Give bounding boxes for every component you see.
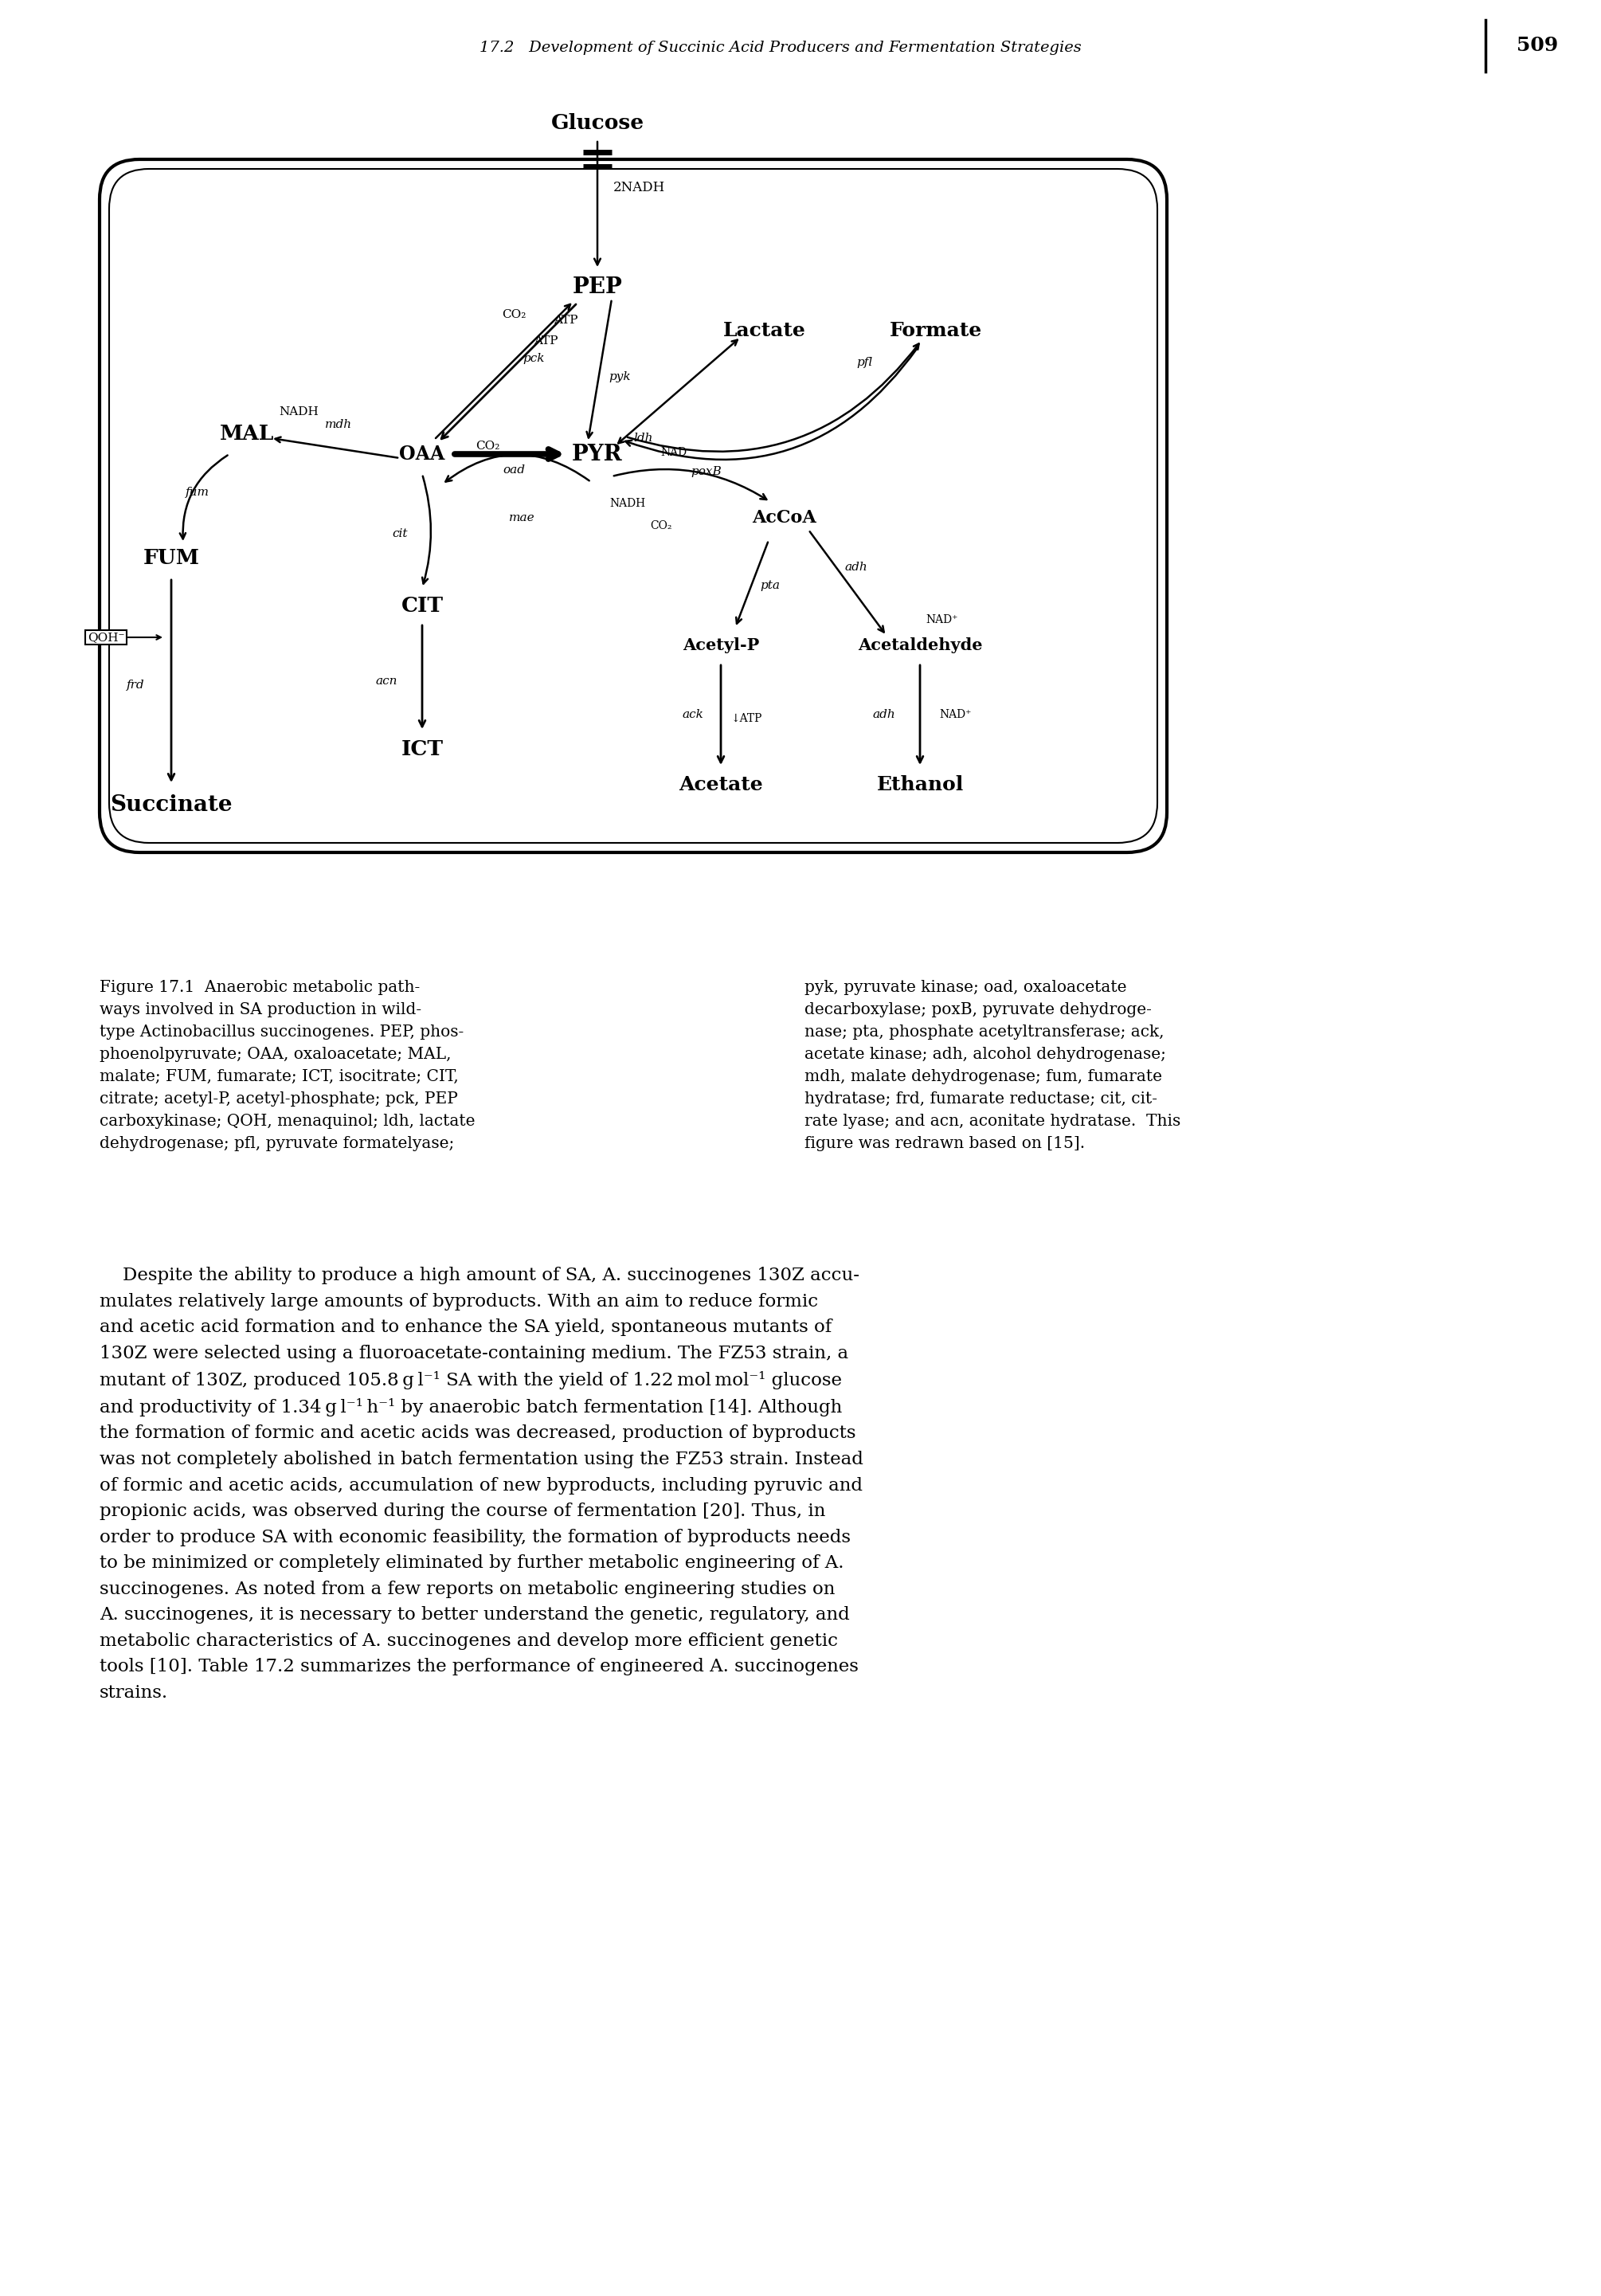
FancyBboxPatch shape xyxy=(109,170,1158,843)
Text: Succinate: Succinate xyxy=(110,794,232,815)
FancyArrowPatch shape xyxy=(179,455,227,540)
Text: adh: adh xyxy=(845,563,868,572)
FancyArrowPatch shape xyxy=(613,468,767,501)
Text: NADH: NADH xyxy=(279,406,319,418)
Text: ATP: ATP xyxy=(554,315,578,326)
FancyArrowPatch shape xyxy=(626,349,917,459)
Text: pyk: pyk xyxy=(608,372,631,383)
Text: oad: oad xyxy=(503,464,525,475)
FancyBboxPatch shape xyxy=(99,158,1167,852)
Text: AcCoA: AcCoA xyxy=(752,510,817,526)
Text: Acetyl-P: Acetyl-P xyxy=(682,638,759,654)
Text: acn: acn xyxy=(375,675,397,687)
FancyArrowPatch shape xyxy=(628,344,919,452)
Text: CIT: CIT xyxy=(400,595,443,615)
Text: NAD⁺: NAD⁺ xyxy=(940,709,972,721)
Text: Despite the ability to produce a high amount of SA, A. succinogenes 130Z accu-
m: Despite the ability to produce a high am… xyxy=(99,1267,863,1701)
Text: PEP: PEP xyxy=(572,276,623,298)
Text: fum: fum xyxy=(186,487,210,498)
Text: NAD⁻: NAD⁻ xyxy=(661,448,693,459)
Text: CO₂: CO₂ xyxy=(650,521,672,530)
Text: CO₂: CO₂ xyxy=(501,310,525,319)
Text: OAA: OAA xyxy=(399,445,445,464)
Text: MAL: MAL xyxy=(219,425,274,443)
Text: ack: ack xyxy=(682,709,704,721)
Text: pyk, pyruvate kinase; oad, oxaloacetate
decarboxylase; poxB, pyruvate dehydroge-: pyk, pyruvate kinase; oad, oxaloacetate … xyxy=(804,980,1180,1150)
FancyArrowPatch shape xyxy=(445,455,589,482)
Text: 17.2   Development of Succinic Acid Producers and Fermentation Strategies: 17.2 Development of Succinic Acid Produc… xyxy=(480,41,1082,55)
Text: mdh: mdh xyxy=(325,420,352,429)
Text: frd: frd xyxy=(126,680,144,691)
Text: 2NADH: 2NADH xyxy=(613,181,664,193)
Text: PYR: PYR xyxy=(572,443,623,464)
Text: pta: pta xyxy=(760,581,780,590)
Text: Lactate: Lactate xyxy=(724,321,805,340)
Text: mae: mae xyxy=(509,512,535,523)
Text: Ethanol: Ethanol xyxy=(876,776,964,794)
Text: ATP: ATP xyxy=(533,335,557,347)
Text: pck: pck xyxy=(522,354,544,365)
Text: FUM: FUM xyxy=(142,549,200,567)
Text: ↓ATP: ↓ATP xyxy=(730,714,762,723)
Text: Acetate: Acetate xyxy=(679,776,764,794)
Text: adh: adh xyxy=(873,709,895,721)
Text: Glucose: Glucose xyxy=(551,113,644,133)
Text: ICT: ICT xyxy=(400,739,443,758)
FancyArrowPatch shape xyxy=(423,475,431,583)
Text: NADH: NADH xyxy=(610,498,645,510)
Text: Acetaldehyde: Acetaldehyde xyxy=(858,638,983,654)
Text: NAD⁺: NAD⁺ xyxy=(925,615,959,625)
Text: pfl: pfl xyxy=(857,356,873,367)
Text: poxB: poxB xyxy=(692,466,722,478)
Text: cit: cit xyxy=(392,528,408,540)
Text: Formate: Formate xyxy=(890,321,981,340)
Text: ldh: ldh xyxy=(634,432,653,443)
Text: CO₂: CO₂ xyxy=(475,441,500,452)
Text: 509: 509 xyxy=(1516,37,1558,55)
Text: Figure 17.1  Anaerobic metabolic path-
ways involved in SA production in wild-
t: Figure 17.1 Anaerobic metabolic path- wa… xyxy=(99,980,475,1150)
Text: QOH⁻: QOH⁻ xyxy=(88,631,125,643)
